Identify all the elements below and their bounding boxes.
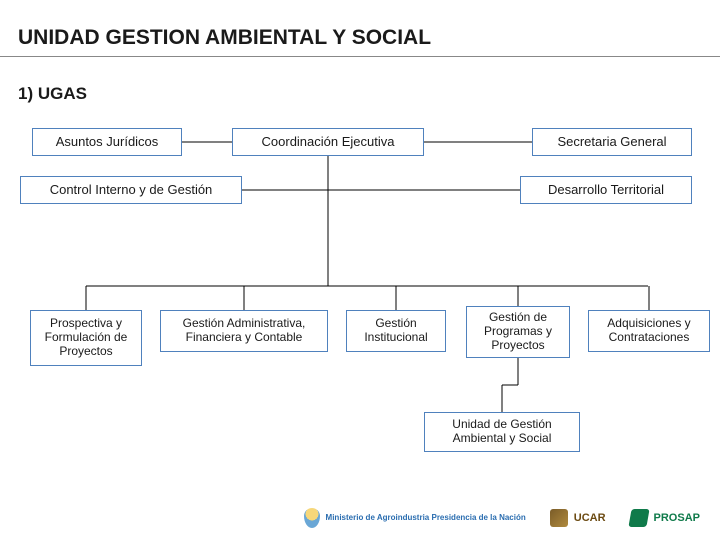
shield-icon [304,508,320,528]
node-asuntos: Asuntos Jurídicos [32,128,182,156]
node-prosp: Prospectiva y Formulación de Proyectos [30,310,142,366]
logo-ucar-text: UCAR [574,512,606,524]
title-rule [0,56,720,57]
node-control: Control Interno y de Gestión [20,176,242,204]
node-adq: Adquisiciones y Contrataciones [588,310,710,352]
page-title: UNIDAD GESTION AMBIENTAL Y SOCIAL [18,26,431,50]
logo-prosap: PROSAP [630,509,700,527]
logo-ministerio-line1: Ministerio de Agroindustria Presidencia … [326,514,526,523]
section-heading: 1) UGAS [18,84,87,104]
ucar-icon [550,509,568,527]
node-gprog: Gestión de Programas y Proyectos [466,306,570,358]
prosap-icon [628,509,649,527]
node-unidad: Unidad de Gestión Ambiental y Social [424,412,580,452]
node-gadmin: Gestión Administrativa, Financiera y Con… [160,310,328,352]
node-coord: Coordinación Ejecutiva [232,128,424,156]
logo-prosap-text: PROSAP [654,512,700,524]
footer-logos: Ministerio de Agroindustria Presidencia … [0,508,720,528]
node-secgen: Secretaria General [532,128,692,156]
node-desarr: Desarrollo Territorial [520,176,692,204]
logo-ucar: UCAR [550,509,606,527]
node-ginst: Gestión Institucional [346,310,446,352]
connector-layer [0,0,720,540]
logo-ministerio: Ministerio de Agroindustria Presidencia … [304,508,526,528]
